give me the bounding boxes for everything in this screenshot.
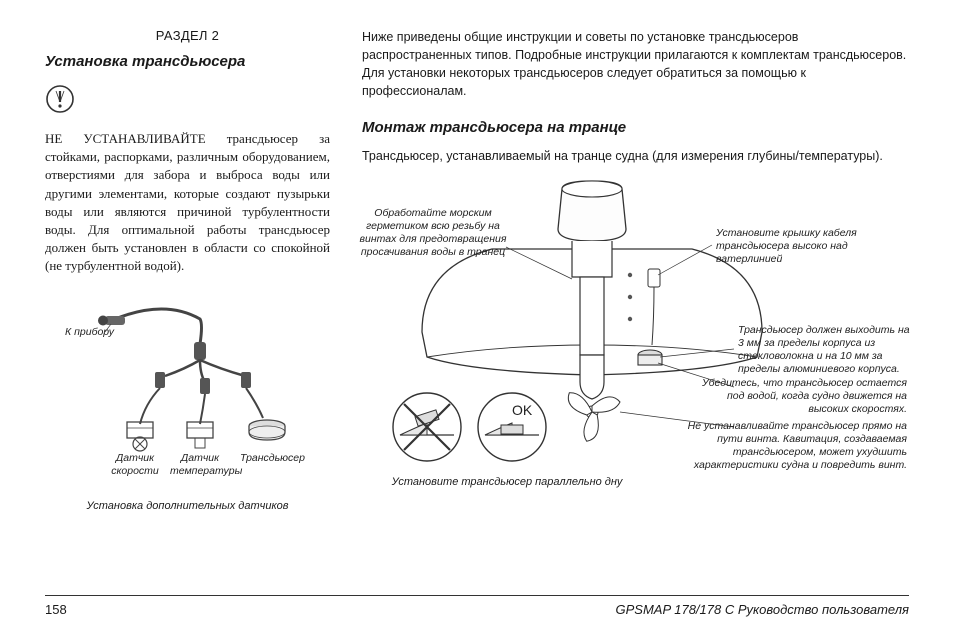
annot-speed: Датчик скорости	[105, 452, 165, 478]
right-column: Ниже приведены общие инструкции и советы…	[362, 28, 909, 562]
right-caption: Установите трансдьюсер параллельно дну	[362, 476, 652, 488]
page-number: 158	[45, 602, 67, 617]
warning-text: НЕ УСТАНАВЛИВАЙТЕ трансдьюсер за стойкам…	[45, 130, 330, 276]
annot-underwater: Убедитесь, что трансдьюсер остается под …	[692, 377, 907, 416]
sub-text: Трансдьюсер, устанавливаемый на транце с…	[362, 148, 909, 166]
annot-temp: Датчик температуры	[170, 452, 230, 478]
left-heading: Установка трансдьюсера	[45, 53, 330, 70]
intro-text: Ниже приведены общие инструкции и советы…	[362, 28, 909, 101]
section-label: РАЗДЕЛ 2	[45, 28, 330, 43]
annot-prop: Не устанавливайте трансдьюсер прямо на п…	[682, 420, 907, 473]
left-caption: Установка дополнительных датчиков	[45, 500, 330, 512]
annot-sealant: Обработайте морским герметиком всю резьб…	[358, 207, 508, 260]
transom-diagram: OK Обработайте морским герметиком всю ре…	[362, 177, 909, 507]
annot-to-device: К прибору	[65, 326, 114, 339]
annot-cable-cover: Установите крышку кабеля трансдьюсера вы…	[716, 227, 886, 266]
page-footer: 158 GPSMAP 178/178 C Руководство пользов…	[45, 595, 909, 617]
annot-extend: Трансдьюсер должен выходить на 3 мм за п…	[738, 324, 913, 377]
left-column: РАЗДЕЛ 2 Установка трансдьюсера НЕ УСТАН…	[45, 28, 330, 562]
annot-transducer: Трансдьюсер	[240, 452, 305, 465]
svg-text:OK: OK	[512, 402, 533, 418]
sensor-diagram: К прибору Датчик скорости Датчик темпера…	[45, 294, 330, 494]
right-subheading: Монтаж трансдьюсера на транце	[362, 119, 909, 136]
warning-icon	[45, 84, 330, 114]
footer-title: GPSMAP 178/178 C Руководство пользовател…	[615, 602, 909, 617]
